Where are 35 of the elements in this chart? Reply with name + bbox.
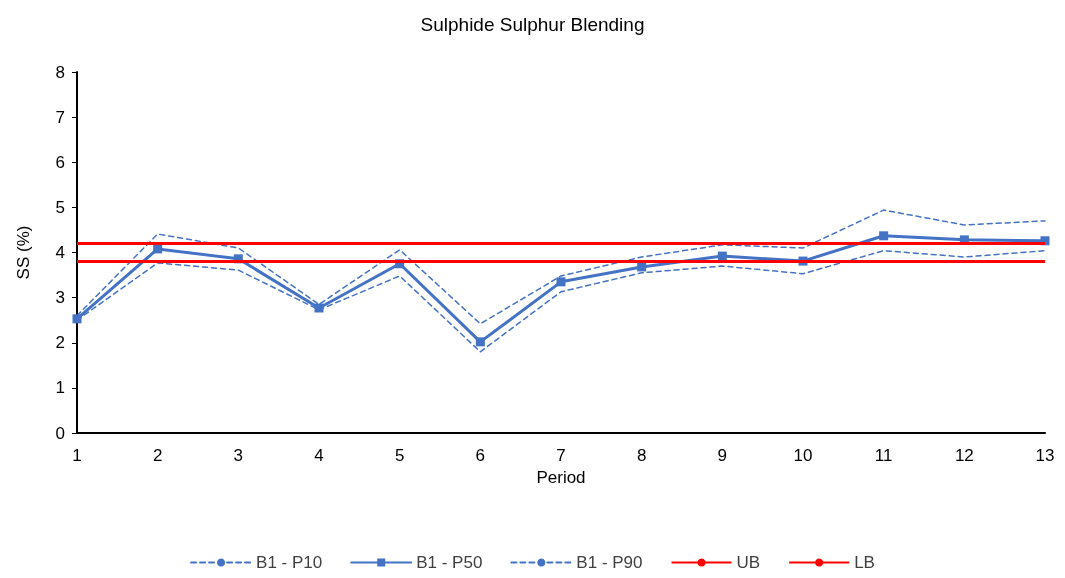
x-tick-label: 2 [152,446,163,465]
point [556,277,566,287]
legend-label: B1 - P50 [416,553,483,572]
x-tick-label: 11 [874,446,893,465]
legend-label: LB [854,553,875,572]
point [879,231,889,241]
legend-label: B1 - P90 [576,553,643,572]
y-tick-label: 3 [55,288,65,308]
x-tick-label: 6 [475,446,486,465]
y-tick-label: 4 [55,243,65,262]
y-tick-label: 7 [55,107,65,127]
point [314,303,324,313]
x-tick-label: 13 [1035,446,1055,465]
x-tick-label: 12 [954,446,974,465]
y-axis-title: SS (%) [14,225,33,280]
x-tick-label: 7 [556,446,566,465]
point [72,314,82,324]
y-tick-label: 5 [55,197,65,217]
y-tick-label: 6 [55,152,65,172]
y-tick-label: 2 [55,333,65,353]
point [475,337,485,347]
y-tick-label: 8 [55,62,65,82]
x-tick-label: 5 [394,446,405,465]
chart-title: Sulphide Sulphur Blending [420,14,645,35]
legend-label: UB [736,553,761,572]
x-tick-label: 9 [717,446,728,465]
x-axis-title: Period [536,468,586,487]
x-tick-label: 8 [636,446,647,465]
y-tick-label: 0 [55,423,65,443]
x-tick-label: 4 [314,446,324,465]
x-tick-label: 3 [233,446,244,465]
x-tick-label: 1 [72,446,82,465]
y-tick-label: 1 [55,378,65,398]
x-tick-label: 10 [793,446,813,465]
legend-label: B1 - P10 [256,553,323,572]
